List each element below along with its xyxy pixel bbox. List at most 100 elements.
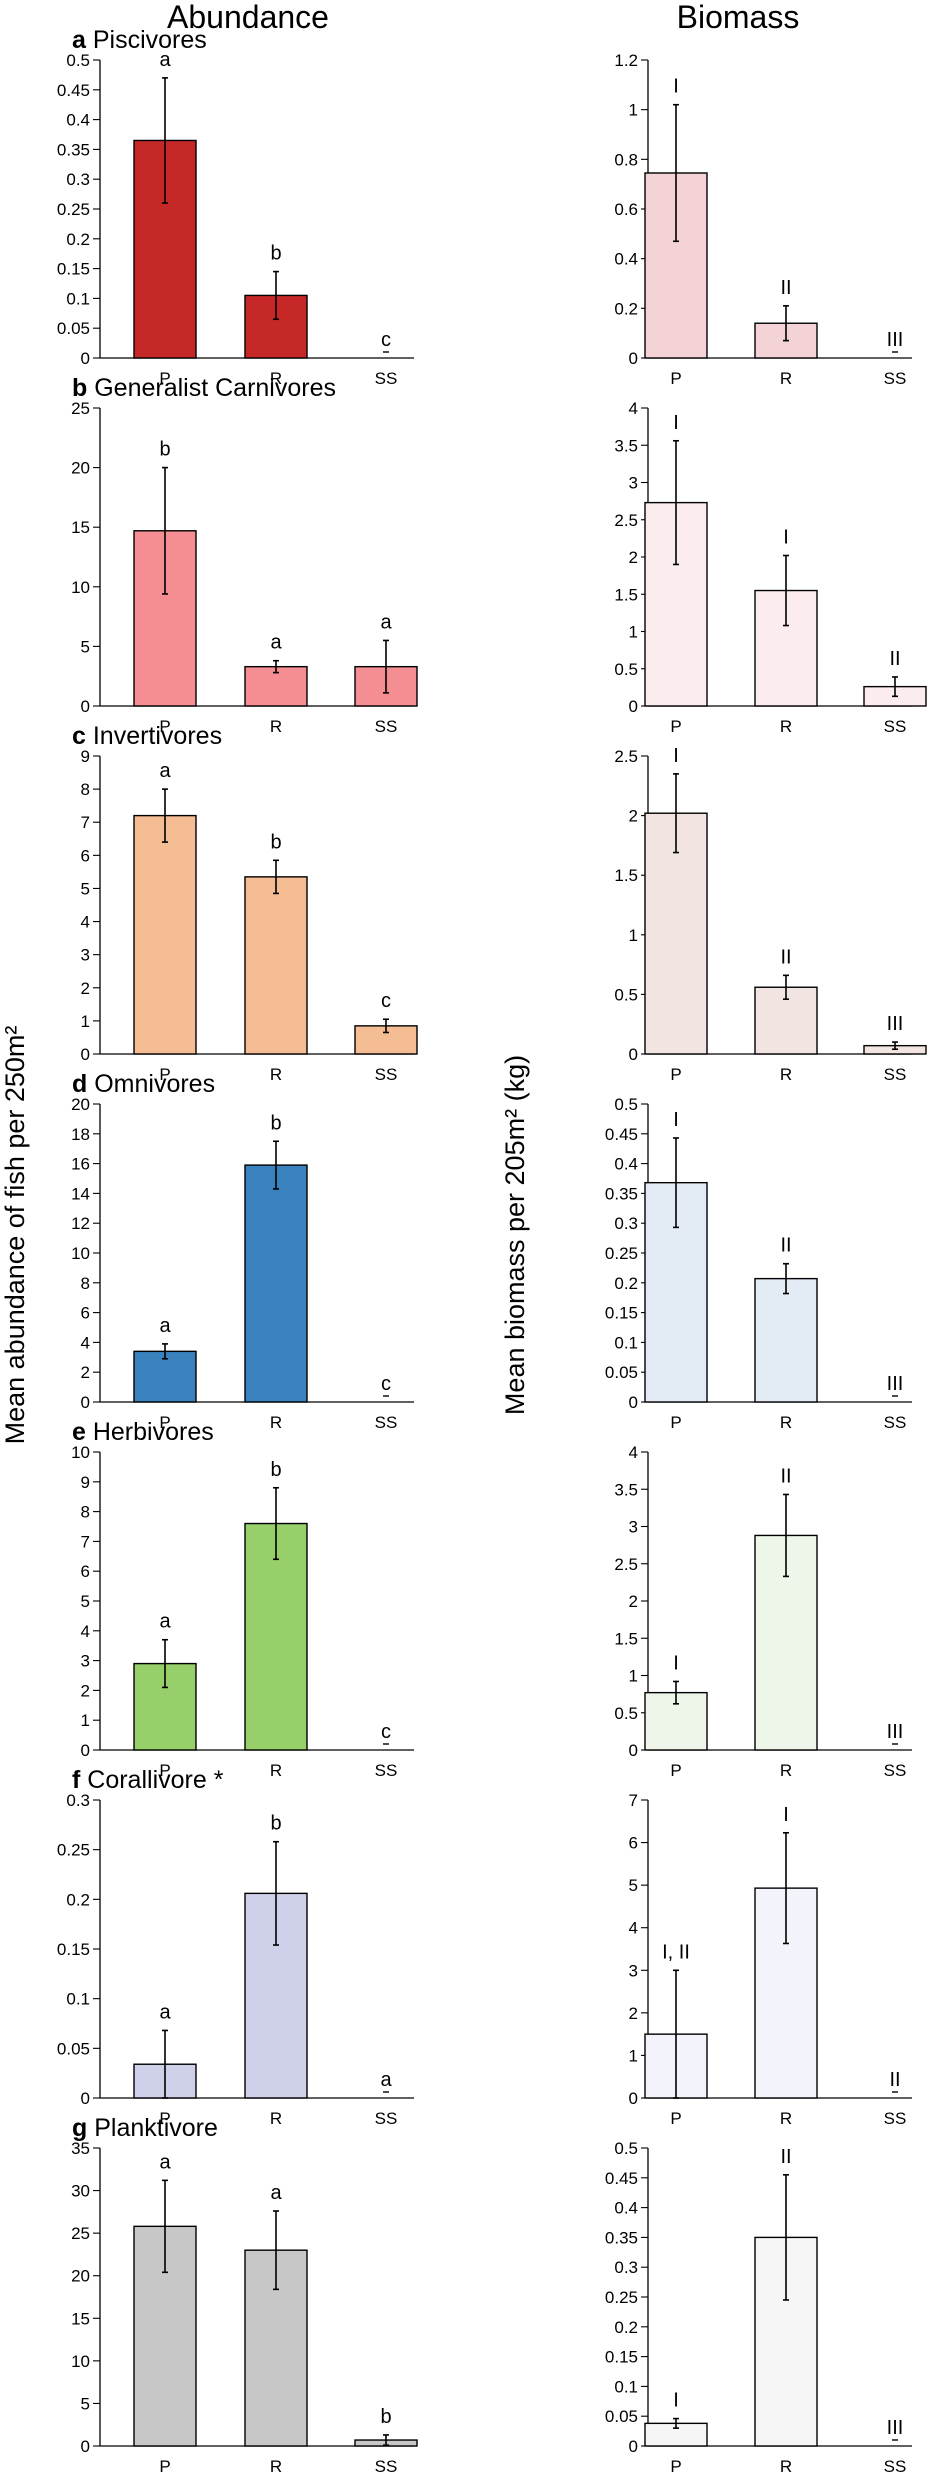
y-tick-label: 0.35	[57, 140, 90, 159]
significance-label: III	[887, 1721, 904, 1743]
x-tick-label: R	[270, 2109, 282, 2128]
y-tick-label: 4	[629, 399, 638, 418]
y-tick-label: 0	[81, 1393, 90, 1412]
y-tick-label: 0.1	[66, 1990, 90, 2009]
y-tick-label: 1	[629, 926, 638, 945]
y-tick-label: 0.25	[57, 200, 90, 219]
x-tick-label: R	[780, 2457, 792, 2476]
panel-g: g Planktivore05101520253035aPaRbSS00.050…	[71, 2114, 912, 2476]
biomass-chart: 0 0.2 0.4 0.6 0.8 1 1.2 I P II R III SS	[614, 51, 912, 388]
y-tick-label: 14	[71, 1184, 90, 1203]
y-tick-label: 1	[629, 623, 638, 642]
x-tick-label: SS	[884, 1761, 907, 1780]
y-tick-label: 8	[81, 1274, 90, 1293]
panel-b: b Generalist Carnivores0510152025bPaRaSS…	[71, 374, 927, 736]
significance-label: I, II	[662, 1941, 690, 1963]
x-tick-label: SS	[884, 2109, 907, 2128]
panel-letter: d	[72, 1070, 87, 1098]
significance-label: c	[381, 329, 391, 351]
y-tick-label: 0.4	[614, 1155, 638, 1174]
bar	[133, 814, 197, 1055]
y-tick-label: 9	[81, 1473, 90, 1492]
y-tick-label: 4	[81, 1333, 90, 1352]
y-tick-label: 15	[71, 518, 90, 537]
significance-label: II	[780, 1465, 791, 1487]
significance-label: a	[159, 2001, 171, 2023]
abundance-header: Abundance	[167, 0, 329, 35]
x-tick-label: SS	[884, 717, 907, 736]
y-tick-label: 2	[81, 1363, 90, 1382]
y-tick-label: 0.15	[57, 1940, 90, 1959]
panel-f: f Corallivore * 0 0.05 0.1 0.15 0.2 0.25 0.3 a Pb…	[57, 1766, 912, 2128]
significance-label: II	[780, 277, 791, 299]
y-tick-label: 0.2	[66, 1890, 90, 1909]
y-tick-label: 0.2	[614, 2318, 638, 2337]
x-tick-label: P	[670, 1413, 681, 1432]
y-tick-label: 5	[81, 879, 90, 898]
y-tick-label: 8	[81, 1503, 90, 1522]
y-tick-label: 0.25	[605, 2288, 638, 2307]
significance-label: c	[381, 1721, 391, 1743]
y-tick-label: 0.35	[605, 1184, 638, 1203]
x-tick-label: P	[159, 1413, 170, 1432]
significance-label: b	[159, 439, 170, 461]
panel-title: c Invertivores	[72, 722, 222, 750]
y-tick-label: 3	[81, 1652, 90, 1671]
y-tick-label: 5	[629, 1876, 638, 1895]
y-tick-label: 35	[71, 2139, 90, 2158]
y-tick-label: 1	[81, 1711, 90, 1730]
y-tick-label: 0.2	[614, 1274, 638, 1293]
x-tick-label: R	[270, 717, 282, 736]
panel-name: Invertivores	[86, 722, 222, 750]
significance-label: III	[887, 1373, 904, 1395]
y-tick-label: 30	[71, 2182, 90, 2201]
y-tick-label: 0	[629, 697, 638, 716]
significance-label: II	[780, 1235, 791, 1257]
y-tick-label: 3	[629, 1961, 638, 1980]
biomass-chart: 0 0.05 0.1 0.15 0.2 0.25 0.3 0.35 0.4 0.45 0.5 I P II…	[605, 1095, 912, 1432]
x-tick-label: R	[270, 369, 282, 388]
panel-letter: b	[72, 374, 87, 402]
y-tick-label: 0.6	[614, 200, 638, 219]
panel-name: Generalist Carnivores	[87, 374, 336, 402]
y-tick-label: 10	[71, 2352, 90, 2371]
y-tick-label: 2	[629, 807, 638, 826]
y-tick-label: 0.15	[57, 260, 90, 279]
abundance-chart: 0 0.05 0.1 0.15 0.2 0.25 0.3 0.35 0.4 0.45 0.5 a Pb R…	[57, 49, 414, 388]
y-tick-label: 2.5	[614, 511, 638, 530]
abundance-chart: 0 5 10 15 20 25 30 35 a Pa Rb SS	[71, 2139, 418, 2476]
y-tick-label: 2	[81, 979, 90, 998]
panel-title: f Corallivore *	[72, 1766, 224, 1794]
y-tick-label: 1.5	[614, 1629, 638, 1648]
y-tick-label: 0.05	[605, 2407, 638, 2426]
y-tick-label: 2	[629, 2004, 638, 2023]
x-tick-label: P	[670, 1065, 681, 1084]
x-tick-label: R	[780, 717, 792, 736]
x-tick-label: P	[159, 2109, 170, 2128]
y-tick-label: 20	[71, 1095, 90, 1114]
x-tick-label: P	[670, 369, 681, 388]
y-tick-label: 0.15	[605, 1304, 638, 1323]
y-tick-label: 0.1	[614, 2377, 638, 2396]
panel-a: a Piscivores 0 0.05 0.1 0.15 0.2 0.25 0.3 0.35 0.…	[57, 26, 912, 388]
y-tick-label: 10	[71, 1244, 90, 1263]
x-tick-label: R	[270, 1413, 282, 1432]
significance-label: II	[889, 648, 900, 670]
y-tick-label: 0.25	[605, 1244, 638, 1263]
x-tick-label: R	[780, 1065, 792, 1084]
significance-label: b	[270, 831, 281, 853]
biomass-chart: 0 0.5 1 1.5 2 2.5 I P II R III SS	[614, 745, 927, 1084]
significance-label: b	[270, 1459, 281, 1481]
y-tick-label: 4	[81, 913, 90, 932]
biomass-chart: 0 0.5 1 1.5 2 2.5 3 3.5 4 I P II R III SS	[614, 1443, 912, 1780]
x-tick-label: P	[670, 1761, 681, 1780]
x-tick-label: P	[159, 1761, 170, 1780]
y-tick-label: 10	[71, 578, 90, 597]
x-tick-label: SS	[375, 2109, 398, 2128]
significance-label: a	[159, 760, 171, 782]
abundance-chart: 0 0.05 0.1 0.15 0.2 0.25 0.3 a Pb Ra SS	[57, 1791, 414, 2128]
y-tick-label: 7	[629, 1791, 638, 1810]
y-tick-label: 6	[629, 1834, 638, 1853]
panels: a Piscivores00.050.10.150.20.250.30.350.…	[57, 26, 927, 2476]
y-tick-label: 3.5	[614, 1480, 638, 1499]
